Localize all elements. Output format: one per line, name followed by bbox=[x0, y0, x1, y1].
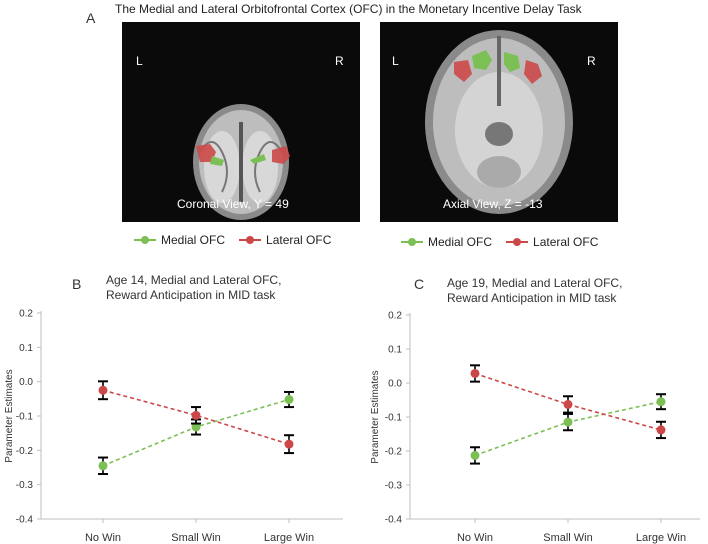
data-point bbox=[284, 439, 294, 449]
chart-age-14: Parameter Estimates 0.2 0.1 0.0 -0.1 -0.2 -0.3… bbox=[4, 309, 343, 544]
chart-c-title: Age 19, Medial and Lateral OFC, Reward A… bbox=[447, 276, 622, 306]
data-point bbox=[98, 385, 108, 395]
data-point bbox=[98, 461, 108, 471]
y-tick-label: -0.4 bbox=[16, 515, 34, 526]
lateral-legend-swatch bbox=[239, 236, 262, 244]
y-axis-label: Parameter Estimates bbox=[370, 370, 381, 463]
y-tick-label: -0.2 bbox=[385, 447, 403, 458]
x-tick-label: No Win bbox=[457, 532, 493, 544]
y-tick-label: 0.1 bbox=[388, 345, 402, 356]
data-point bbox=[656, 397, 666, 407]
coronal-right-label: R bbox=[335, 54, 344, 68]
legend-label-lateral: Lateral OFC bbox=[266, 233, 332, 247]
data-point bbox=[284, 395, 294, 405]
y-tick-label: -0.3 bbox=[16, 480, 34, 491]
legend-item-lateral: Lateral OFC bbox=[239, 233, 331, 247]
x-tick-label: Large Win bbox=[264, 532, 314, 544]
coronal-lateral-ofc-right bbox=[272, 146, 290, 164]
figure-title: The Medial and Lateral Orbitofrontal Cor… bbox=[115, 2, 582, 16]
coronal-brain-slice bbox=[193, 104, 290, 220]
legend-item-medial: Medial OFC bbox=[134, 233, 225, 247]
chart-b-title: Age 14, Medial and Lateral OFC, Reward A… bbox=[106, 273, 281, 303]
data-point bbox=[656, 425, 666, 435]
y-tick-label: 0.2 bbox=[19, 309, 33, 320]
legend-label-medial: Medial OFC bbox=[161, 233, 226, 247]
axial-brain-image: L R Axial View, Z = -13 bbox=[380, 22, 618, 222]
axial-caption: Axial View, Z = -13 bbox=[443, 197, 543, 211]
legend-label-medial: Medial OFC bbox=[428, 235, 493, 249]
legend-item-medial: Medial OFC bbox=[401, 235, 492, 249]
x-tick-label: No Win bbox=[85, 532, 121, 544]
axial-legend: Medial OFC Lateral OFC bbox=[401, 235, 612, 249]
chart-b-title-line1: Age 14, Medial and Lateral OFC, bbox=[106, 273, 282, 287]
chart-c-title-line1: Age 19, Medial and Lateral OFC, bbox=[447, 276, 623, 290]
lateral-legend-swatch bbox=[506, 238, 529, 246]
y-tick-label: -0.1 bbox=[16, 412, 34, 423]
y-axis-label: Parameter Estimates bbox=[4, 369, 15, 462]
data-point bbox=[470, 450, 480, 460]
coronal-medial-ofc-right bbox=[250, 154, 266, 164]
y-tick-label: -0.3 bbox=[385, 481, 403, 492]
medial-legend-swatch bbox=[401, 238, 423, 246]
coronal-brain-image: L R Coronal View, Y = 49 bbox=[122, 22, 360, 222]
axial-medial-ofc-right bbox=[504, 52, 520, 72]
axial-left-label: L bbox=[392, 54, 399, 68]
data-point bbox=[191, 410, 201, 420]
coronal-caption: Coronal View, Y = 49 bbox=[177, 197, 289, 211]
legend-item-lateral: Lateral OFC bbox=[506, 235, 598, 249]
chart-c-title-line2: Reward Anticipation in MID task bbox=[447, 291, 617, 305]
series-line bbox=[102, 389, 290, 445]
data-point bbox=[191, 422, 201, 432]
axial-lateral-ofc-left bbox=[454, 60, 472, 82]
y-tick-label: 0.1 bbox=[19, 343, 33, 354]
y-tick-label: 0.0 bbox=[19, 377, 33, 388]
axial-brain-slice bbox=[425, 30, 573, 214]
x-tick-label: Large Win bbox=[636, 532, 686, 544]
medial-legend-swatch bbox=[134, 236, 156, 244]
data-point bbox=[470, 368, 480, 378]
y-tick-label: -0.2 bbox=[16, 446, 34, 457]
axial-medial-ofc-left bbox=[472, 50, 492, 70]
x-tick-label: Small Win bbox=[543, 532, 593, 544]
chart-age-19: Parameter Estimates 0.2 0.1 0.0 -0.1 -0.2 -0.3… bbox=[370, 311, 700, 544]
legend-label-lateral: Lateral OFC bbox=[533, 235, 599, 249]
coronal-lateral-ofc-left bbox=[196, 144, 216, 162]
axial-right-label: R bbox=[587, 54, 596, 68]
panel-label-b: B bbox=[72, 276, 82, 292]
y-tick-label: 0.2 bbox=[388, 311, 402, 322]
x-tick-label: Small Win bbox=[171, 532, 221, 544]
panel-label-a: A bbox=[86, 10, 96, 26]
y-tick-label: -0.1 bbox=[385, 413, 403, 424]
y-tick-label: 0.0 bbox=[388, 379, 402, 390]
chart-b-title-line2: Reward Anticipation in MID task bbox=[106, 288, 276, 302]
panel-label-c: C bbox=[414, 276, 425, 292]
data-point bbox=[563, 399, 573, 409]
coronal-legend: Medial OFC Lateral OFC bbox=[134, 233, 345, 247]
coronal-left-label: L bbox=[136, 54, 143, 68]
y-tick-label: -0.4 bbox=[385, 515, 403, 526]
data-point bbox=[563, 417, 573, 427]
axial-lateral-ofc-right bbox=[524, 60, 542, 84]
coronal-medial-ofc-left bbox=[210, 156, 224, 166]
